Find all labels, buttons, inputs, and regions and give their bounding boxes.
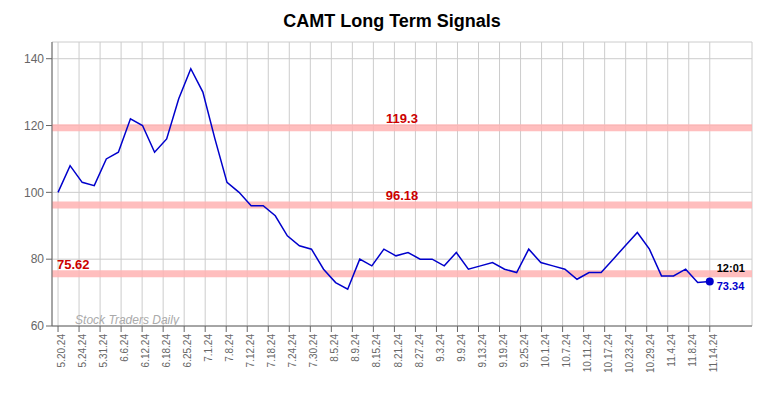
svg-text:9.25.24: 9.25.24	[519, 334, 530, 368]
svg-text:8.5.24: 8.5.24	[329, 334, 340, 362]
svg-text:8.15.24: 8.15.24	[371, 334, 382, 368]
svg-text:5.31.24: 5.31.24	[98, 334, 109, 368]
svg-text:6.25.24: 6.25.24	[182, 334, 193, 368]
svg-text:7.30.24: 7.30.24	[308, 334, 319, 368]
svg-text:10.29.24: 10.29.24	[645, 334, 656, 373]
svg-text:10.7.24: 10.7.24	[561, 334, 572, 368]
svg-text:73.34: 73.34	[717, 280, 745, 292]
svg-text:7.1.24: 7.1.24	[203, 334, 214, 362]
svg-text:7.24.24: 7.24.24	[287, 334, 298, 368]
svg-text:10.23.24: 10.23.24	[624, 334, 635, 373]
svg-text:11.8.24: 11.8.24	[687, 334, 698, 367]
html-text:CAMT Long Term Signals: CAMT Long Term Signals	[283, 11, 501, 31]
svg-text:100: 100	[24, 186, 44, 200]
svg-text:120: 120	[24, 119, 44, 133]
svg-text:11.4.24: 11.4.24	[666, 334, 677, 367]
svg-text:9.13.24: 9.13.24	[477, 334, 488, 368]
svg-text:10.11.24: 10.11.24	[582, 334, 593, 373]
svg-text:Stock Traders Daily: Stock Traders Daily	[75, 313, 180, 327]
svg-text:8.21.24: 8.21.24	[393, 334, 404, 368]
svg-text:9.9.24: 9.9.24	[456, 334, 467, 362]
svg-text:96.18: 96.18	[386, 188, 419, 203]
svg-text:6.6.24: 6.6.24	[119, 334, 130, 362]
svg-text:7.8.24: 7.8.24	[224, 334, 235, 362]
svg-text:6.18.24: 6.18.24	[161, 334, 172, 368]
svg-text:9.19.24: 9.19.24	[498, 334, 509, 368]
svg-text:75.62: 75.62	[57, 257, 90, 272]
svg-text:119.3: 119.3	[386, 111, 418, 126]
svg-text:7.12.24: 7.12.24	[245, 334, 256, 368]
svg-text:10.17.24: 10.17.24	[603, 334, 614, 373]
svg-text:7.18.24: 7.18.24	[266, 334, 277, 368]
svg-text:8.27.24: 8.27.24	[414, 334, 425, 368]
svg-text:8.9.24: 8.9.24	[350, 334, 361, 362]
svg-text:6.12.24: 6.12.24	[140, 334, 151, 368]
svg-text:12:01: 12:01	[717, 262, 745, 274]
svg-text:9.3.24: 9.3.24	[435, 334, 446, 362]
svg-text:60: 60	[31, 319, 45, 333]
svg-text:10.1.24: 10.1.24	[540, 334, 551, 368]
svg-text:5.20.24: 5.20.24	[56, 334, 67, 368]
svg-text:5.24.24: 5.24.24	[77, 334, 88, 368]
svg-text:140: 140	[24, 52, 44, 66]
svg-text:11.14.24: 11.14.24	[708, 334, 719, 373]
svg-text:80: 80	[31, 252, 45, 266]
